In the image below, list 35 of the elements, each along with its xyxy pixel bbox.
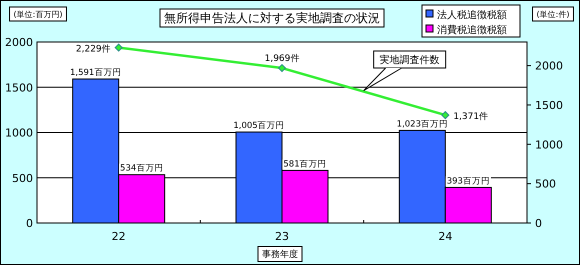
legend-label: 消費税追徴税額 (437, 24, 507, 36)
title: 無所得申告法人に対する実地調査の状況 (160, 8, 384, 28)
y2-tick-label: 0 (535, 217, 542, 230)
y2-tick-label: 500 (535, 178, 556, 191)
y2label: (単位:件) (532, 6, 574, 22)
point (114, 44, 123, 52)
data-label: 1,023百万円 (396, 119, 448, 130)
data-label: 1,591百万円 (70, 68, 122, 78)
data-label: 2,229件 (76, 44, 111, 55)
y-axis-title: (単位:百万円) (14, 10, 62, 19)
y2-axis-title: (単位:件) (536, 10, 570, 19)
y2-tick-label: 2000 (535, 60, 563, 73)
ylabel: (単位:百万円) (9, 6, 67, 22)
data-label: 1,005百万円 (233, 121, 285, 132)
data-label: 581百万円 (283, 159, 327, 170)
y-tick-label: 1500 (5, 81, 33, 94)
y-tick-label: 1000 (5, 126, 33, 140)
legend-label: 法人税追徴税額 (437, 9, 507, 21)
y2-tick-label: 1000 (535, 138, 563, 152)
data-label: 393百万円 (446, 176, 490, 186)
y2-tick-label: 1500 (535, 98, 563, 112)
y-tick-label: 2000 (5, 36, 33, 49)
xlabel: 事務年度 (258, 246, 302, 262)
x-tick-label: 22 (112, 230, 126, 243)
x-tick-label: 24 (438, 230, 452, 243)
point (278, 64, 286, 72)
point (441, 111, 450, 120)
x-axis-title: 事務年度 (262, 249, 298, 260)
y-tick-label: 500 (12, 172, 33, 185)
data-label: 1,371件 (453, 111, 488, 122)
y-tick-label: 0 (26, 217, 33, 230)
chart-title: 無所得申告法人に対する実地調査の状況 (164, 11, 380, 26)
data-label: 1,969件 (264, 53, 300, 64)
data-label: 534百万円 (120, 164, 164, 174)
x-tick-label: 23 (275, 230, 289, 243)
